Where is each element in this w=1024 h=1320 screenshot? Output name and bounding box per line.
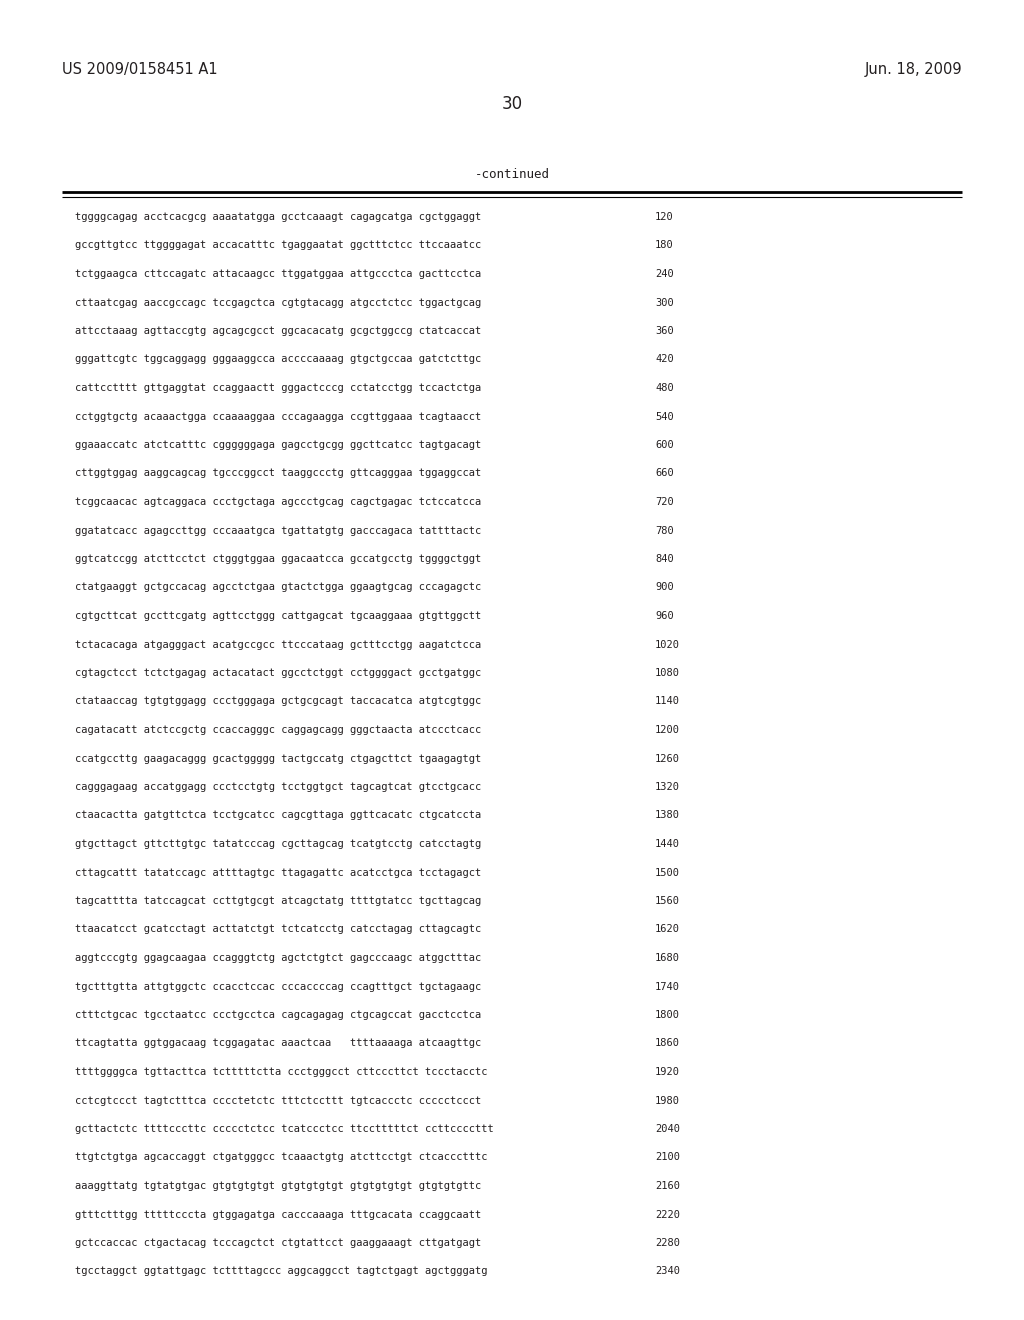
Text: tggggcagag acctcacgcg aaaatatgga gcctcaaagt cagagcatga cgctggaggt: tggggcagag acctcacgcg aaaatatgga gcctcaa… <box>75 213 481 222</box>
Text: cgtgcttcat gccttcgatg agttcctggg cattgagcat tgcaaggaaa gtgttggctt: cgtgcttcat gccttcgatg agttcctggg cattgag… <box>75 611 481 620</box>
Text: attcctaaag agttaccgtg agcagcgcct ggcacacatg gcgctggccg ctatcaccat: attcctaaag agttaccgtg agcagcgcct ggcacac… <box>75 326 481 337</box>
Text: 1260: 1260 <box>655 754 680 763</box>
Text: 480: 480 <box>655 383 674 393</box>
Text: gggattcgtc tggcaggagg gggaaggcca accccaaaag gtgctgccaa gatctcttgc: gggattcgtc tggcaggagg gggaaggcca accccaa… <box>75 355 481 364</box>
Text: 540: 540 <box>655 412 674 421</box>
Text: ttgtctgtga agcaccaggt ctgatgggcc tcaaactgtg atcttcctgt ctcaccctttc: ttgtctgtga agcaccaggt ctgatgggcc tcaaact… <box>75 1152 487 1163</box>
Text: tagcatttta tatccagcat ccttgtgcgt atcagctatg ttttgtatcc tgcttagcag: tagcatttta tatccagcat ccttgtgcgt atcagct… <box>75 896 481 906</box>
Text: 1740: 1740 <box>655 982 680 991</box>
Text: 300: 300 <box>655 297 674 308</box>
Text: ctttctgcac tgcctaatcc ccctgcctca cagcagagag ctgcagccat gacctcctca: ctttctgcac tgcctaatcc ccctgcctca cagcaga… <box>75 1010 481 1020</box>
Text: gtgcttagct gttcttgtgc tatatcccag cgcttagcag tcatgtcctg catcctagtg: gtgcttagct gttcttgtgc tatatcccag cgcttag… <box>75 840 481 849</box>
Text: 1920: 1920 <box>655 1067 680 1077</box>
Text: 1680: 1680 <box>655 953 680 964</box>
Text: ttttggggca tgttacttca tctttttctta ccctgggcct cttcccttct tccctacctc: ttttggggca tgttacttca tctttttctta ccctgg… <box>75 1067 487 1077</box>
Text: cagatacatt atctccgctg ccaccagggc caggagcagg gggctaacta atccctcacc: cagatacatt atctccgctg ccaccagggc caggagc… <box>75 725 481 735</box>
Text: 1320: 1320 <box>655 781 680 792</box>
Text: 240: 240 <box>655 269 674 279</box>
Text: 2220: 2220 <box>655 1209 680 1220</box>
Text: gctccaccac ctgactacag tcccagctct ctgtattcct gaaggaaagt cttgatgagt: gctccaccac ctgactacag tcccagctct ctgtatt… <box>75 1238 481 1247</box>
Text: 1200: 1200 <box>655 725 680 735</box>
Text: Jun. 18, 2009: Jun. 18, 2009 <box>864 62 962 77</box>
Text: 2280: 2280 <box>655 1238 680 1247</box>
Text: 180: 180 <box>655 240 674 251</box>
Text: aaaggttatg tgtatgtgac gtgtgtgtgt gtgtgtgtgt gtgtgtgtgt gtgtgtgttc: aaaggttatg tgtatgtgac gtgtgtgtgt gtgtgtg… <box>75 1181 481 1191</box>
Text: 660: 660 <box>655 469 674 479</box>
Text: cattcctttt gttgaggtat ccaggaactt gggactcccg cctatcctgg tccactctga: cattcctttt gttgaggtat ccaggaactt gggactc… <box>75 383 481 393</box>
Text: cagggagaag accatggagg ccctcctgtg tcctggtgct tagcagtcat gtcctgcacc: cagggagaag accatggagg ccctcctgtg tcctggt… <box>75 781 481 792</box>
Text: 2040: 2040 <box>655 1125 680 1134</box>
Text: tctggaagca cttccagatc attacaagcc ttggatggaa attgccctca gacttcctca: tctggaagca cttccagatc attacaagcc ttggatg… <box>75 269 481 279</box>
Text: 1020: 1020 <box>655 639 680 649</box>
Text: cgtagctcct tctctgagag actacatact ggcctctggt cctggggact gcctgatggc: cgtagctcct tctctgagag actacatact ggcctct… <box>75 668 481 678</box>
Text: ttaacatcct gcatcctagt acttatctgt tctcatcctg catcctagag cttagcagtc: ttaacatcct gcatcctagt acttatctgt tctcatc… <box>75 924 481 935</box>
Text: 1440: 1440 <box>655 840 680 849</box>
Text: 1860: 1860 <box>655 1039 680 1048</box>
Text: gtttctttgg tttttcccta gtggagatga cacccaaaga tttgcacata ccaggcaatt: gtttctttgg tttttcccta gtggagatga cacccaa… <box>75 1209 481 1220</box>
Text: 360: 360 <box>655 326 674 337</box>
Text: cttagcattt tatatccagc attttagtgc ttagagattc acatcctgca tcctagagct: cttagcattt tatatccagc attttagtgc ttagaga… <box>75 867 481 878</box>
Text: 840: 840 <box>655 554 674 564</box>
Text: ggaaaccatc atctcatttc cggggggaga gagcctgcgg ggcttcatcc tagtgacagt: ggaaaccatc atctcatttc cggggggaga gagcctg… <box>75 440 481 450</box>
Text: cttaatcgag aaccgccagc tccgagctca cgtgtacagg atgcctctcc tggactgcag: cttaatcgag aaccgccagc tccgagctca cgtgtac… <box>75 297 481 308</box>
Text: 30: 30 <box>502 95 522 114</box>
Text: tcggcaacac agtcaggaca ccctgctaga agccctgcag cagctgagac tctccatcca: tcggcaacac agtcaggaca ccctgctaga agccctg… <box>75 498 481 507</box>
Text: ctaacactta gatgttctca tcctgcatcc cagcgttaga ggttcacatc ctgcatccta: ctaacactta gatgttctca tcctgcatcc cagcgtt… <box>75 810 481 821</box>
Text: 1980: 1980 <box>655 1096 680 1106</box>
Text: 2100: 2100 <box>655 1152 680 1163</box>
Text: gccgttgtcc ttggggagat accacatttc tgaggaatat ggctttctcc ttccaaatcc: gccgttgtcc ttggggagat accacatttc tgaggaa… <box>75 240 481 251</box>
Text: 1140: 1140 <box>655 697 680 706</box>
Text: 120: 120 <box>655 213 674 222</box>
Text: 720: 720 <box>655 498 674 507</box>
Text: 1800: 1800 <box>655 1010 680 1020</box>
Text: tgctttgtta attgtggctc ccacctccac cccaccccag ccagtttgct tgctagaagc: tgctttgtta attgtggctc ccacctccac cccaccc… <box>75 982 481 991</box>
Text: 900: 900 <box>655 582 674 593</box>
Text: tctacacaga atgagggact acatgccgcc ttcccataag gctttcctgg aagatctcca: tctacacaga atgagggact acatgccgcc ttcccat… <box>75 639 481 649</box>
Text: ccatgccttg gaagacaggg gcactggggg tactgccatg ctgagcttct tgaagagtgt: ccatgccttg gaagacaggg gcactggggg tactgcc… <box>75 754 481 763</box>
Text: cttggtggag aaggcagcag tgcccggcct taaggccctg gttcagggaa tggaggccat: cttggtggag aaggcagcag tgcccggcct taaggcc… <box>75 469 481 479</box>
Text: 1380: 1380 <box>655 810 680 821</box>
Text: US 2009/0158451 A1: US 2009/0158451 A1 <box>62 62 218 77</box>
Text: 1560: 1560 <box>655 896 680 906</box>
Text: gcttactctc ttttcccttc ccccctctcc tcatccctcc ttcctttttct ccttccccttt: gcttactctc ttttcccttc ccccctctcc tcatccc… <box>75 1125 494 1134</box>
Text: ggatatcacc agagccttgg cccaaatgca tgattatgtg gacccagaca tattttactc: ggatatcacc agagccttgg cccaaatgca tgattat… <box>75 525 481 536</box>
Text: cctcgtccct tagtctttca cccctetctc tttctccttt tgtcaccctc ccccctccct: cctcgtccct tagtctttca cccctetctc tttctcc… <box>75 1096 481 1106</box>
Text: ctatgaaggt gctgccacag agcctctgaa gtactctgga ggaagtgcag cccagagctc: ctatgaaggt gctgccacag agcctctgaa gtactct… <box>75 582 481 593</box>
Text: 2340: 2340 <box>655 1266 680 1276</box>
Text: aggtcccgtg ggagcaagaa ccagggtctg agctctgtct gagcccaagc atggctttac: aggtcccgtg ggagcaagaa ccagggtctg agctctg… <box>75 953 481 964</box>
Text: ttcagtatta ggtggacaag tcggagatac aaactcaa   ttttaaaaga atcaagttgc: ttcagtatta ggtggacaag tcggagatac aaactca… <box>75 1039 481 1048</box>
Text: -continued: -continued <box>474 168 550 181</box>
Text: 960: 960 <box>655 611 674 620</box>
Text: ctataaccag tgtgtggagg ccctgggaga gctgcgcagt taccacatca atgtcgtggc: ctataaccag tgtgtggagg ccctgggaga gctgcgc… <box>75 697 481 706</box>
Text: 780: 780 <box>655 525 674 536</box>
Text: 420: 420 <box>655 355 674 364</box>
Text: 1620: 1620 <box>655 924 680 935</box>
Text: cctggtgctg acaaactgga ccaaaaggaa cccagaagga ccgttggaaa tcagtaacct: cctggtgctg acaaactgga ccaaaaggaa cccagaa… <box>75 412 481 421</box>
Text: tgcctaggct ggtattgagc tcttttagccc aggcaggcct tagtctgagt agctgggatg: tgcctaggct ggtattgagc tcttttagccc aggcag… <box>75 1266 487 1276</box>
Text: 600: 600 <box>655 440 674 450</box>
Text: ggtcatccgg atcttcctct ctgggtggaa ggacaatcca gccatgcctg tggggctggt: ggtcatccgg atcttcctct ctgggtggaa ggacaat… <box>75 554 481 564</box>
Text: 1080: 1080 <box>655 668 680 678</box>
Text: 1500: 1500 <box>655 867 680 878</box>
Text: 2160: 2160 <box>655 1181 680 1191</box>
